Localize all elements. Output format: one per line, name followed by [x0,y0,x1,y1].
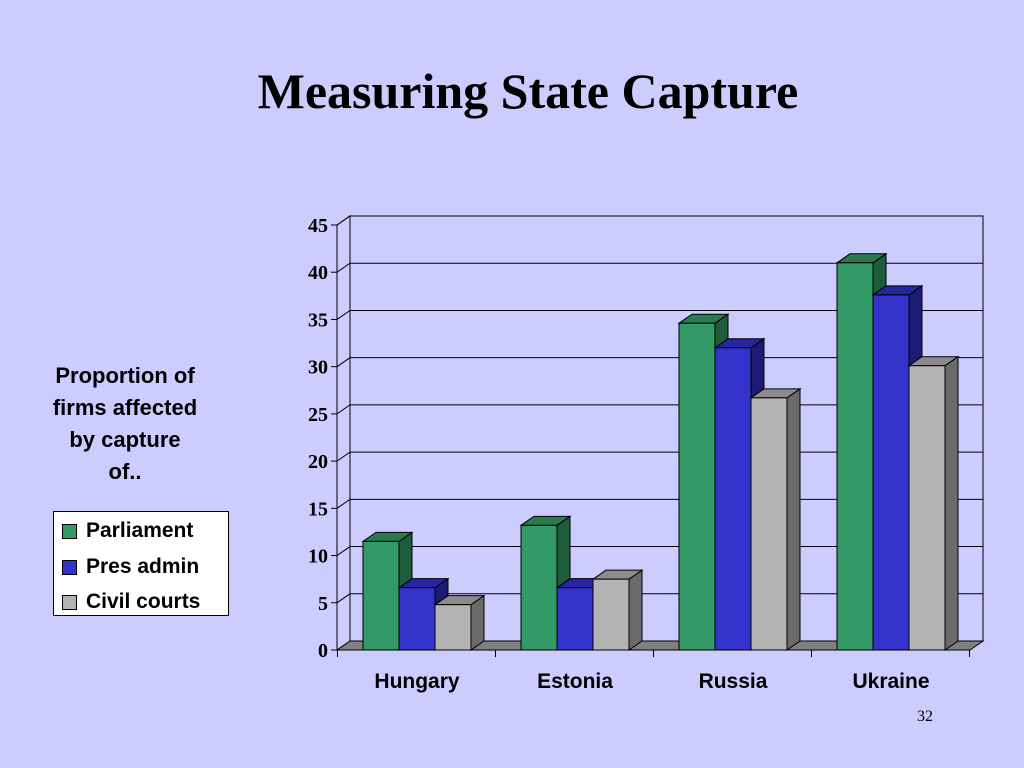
legend-swatch-civil-courts [62,594,77,610]
x-category-label-ukraine: Ukraine [852,670,929,693]
gridline-35 [336,309,983,320]
y-tick-label-45: 45 [308,215,328,237]
bar-pres-admin-russia [714,347,752,651]
legend-label-parliament: Parliament [86,519,194,542]
bar-parliament-estonia [520,524,558,651]
x-category-label-estonia: Estonia [537,670,613,693]
y-tick-label-0: 0 [318,640,328,662]
x-category-label-russia: Russia [699,670,768,693]
legend-swatch-parliament [62,523,77,539]
bar-civil-courts-estonia [592,578,630,651]
bar-side-civil-courts-russia [786,387,801,651]
bar-civil-courts-hungary [434,604,472,651]
slide-title: Measuring State Capture [257,63,799,119]
gridline-40 [336,262,983,273]
y-tick-label-25: 25 [308,404,328,426]
legend-label-civil-courts: Civil courts [86,590,201,613]
gridline-30 [336,357,983,368]
page-number: 32 [917,708,933,725]
y-tick-label-30: 30 [308,357,328,379]
y-tick-label-35: 35 [308,309,328,331]
legend-label-pres-admin: Pres admin [86,555,200,578]
bar-parliament-ukraine [836,262,874,651]
bar-parliament-russia [678,322,716,651]
y-tick-label-40: 40 [308,262,328,284]
bar-pres-admin-estonia [556,587,594,651]
side-label-line-2: firms affected [52,395,198,420]
bar-pres-admin-ukraine [872,294,910,651]
bar-pres-admin-hungary [398,587,436,651]
y-tick-label-5: 5 [318,593,328,615]
bar-parliament-hungary [362,540,400,651]
side-label-line-3: by capture [69,427,181,452]
legend-item-pres-admin: Pres admin [62,554,199,580]
x-category-label-hungary: Hungary [374,670,460,693]
bar-civil-courts-russia [750,397,788,651]
legend-swatch-pres-admin [62,559,77,575]
y-tick-label-20: 20 [308,451,328,473]
bar-side-civil-courts-ukraine [944,355,959,651]
legend-item-civil-courts: Civil courts [62,589,200,615]
chart-side-wall [336,215,351,651]
bar-side-civil-courts-estonia [628,569,643,651]
side-label-line-1: Proportion of [55,363,195,388]
y-axis-description: Proportion of firms affected by capture … [30,360,220,488]
legend-item-parliament: Parliament [62,518,193,544]
y-tick-label-15: 15 [308,498,328,520]
side-label-line-4: of.. [108,459,142,484]
y-tick-label-10: 10 [308,546,328,568]
chart-legend: Parliament Pres admin Civil courts [53,511,229,616]
gridline-45 [336,215,983,226]
bar-civil-courts-ukraine [908,365,946,651]
